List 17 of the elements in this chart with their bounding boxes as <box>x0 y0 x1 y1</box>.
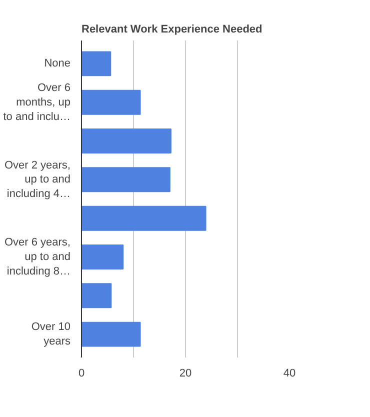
x-tick-label: 40 <box>283 368 296 380</box>
x-tick-label: 20 <box>179 368 192 380</box>
x-tick-label: 0 <box>78 368 85 380</box>
y-tick-label: Over 10 years <box>31 321 71 348</box>
y-tick-label: Over 6 months, up to and inclu… <box>3 82 71 123</box>
y-tick-label: None <box>44 58 70 70</box>
y-tick-label: Over 2 years, up to and including 4… <box>4 159 71 200</box>
y-tick-label: Over 6 years, up to and including 8… <box>4 236 71 278</box>
bar <box>82 90 141 115</box>
bar <box>82 51 112 76</box>
bar <box>82 128 172 154</box>
chart-title: Relevant Work Experience Needed <box>82 24 262 36</box>
bar <box>82 322 141 347</box>
bar <box>82 244 124 270</box>
bar <box>82 283 112 308</box>
bar <box>82 206 206 231</box>
bar <box>82 167 170 192</box>
